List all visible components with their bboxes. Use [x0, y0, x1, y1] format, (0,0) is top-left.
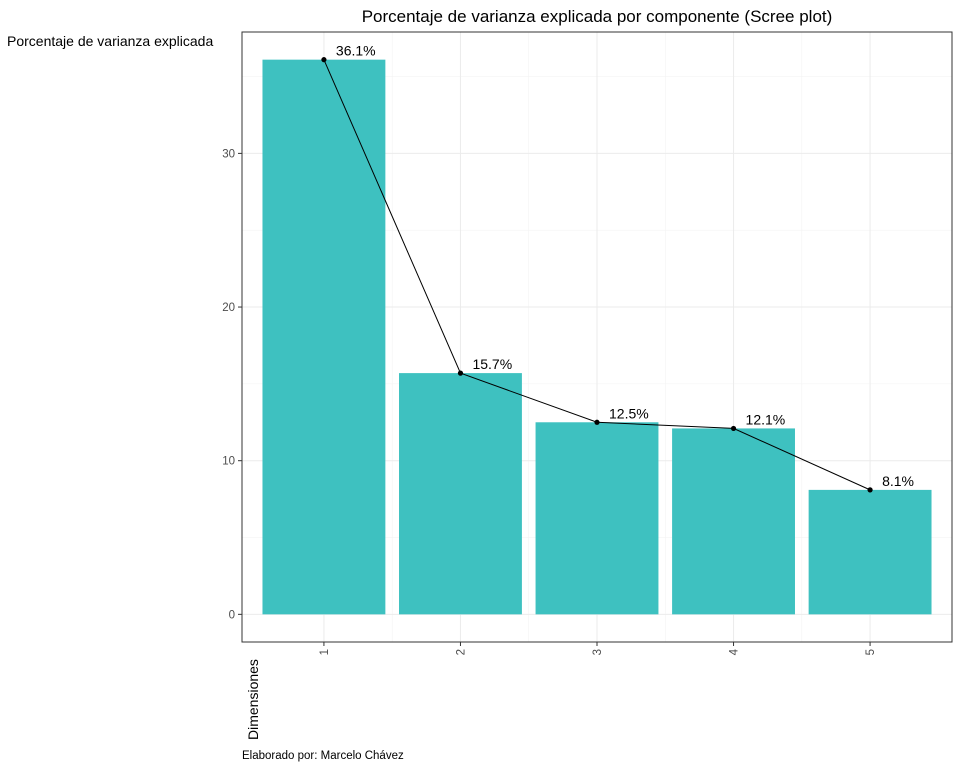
point-4 — [730, 425, 737, 432]
data-label-5: 8.1% — [882, 473, 914, 489]
plot-panel: 36.1% 15.7% 12.5% 12.1% 8.1% 0 10 20 30 1 2 3 4 5 — [222, 31, 953, 655]
bar-3 — [535, 422, 659, 615]
y-tick-label: 20 — [222, 302, 235, 314]
x-tick-label-4: 4 — [729, 648, 741, 655]
y-tick-label: 10 — [222, 456, 235, 468]
bar-2 — [399, 373, 522, 615]
chart-title: Porcentaje de varianza explicada por com… — [362, 7, 833, 26]
y-axis-label: Porcentaje de varianza explicada — [7, 33, 213, 49]
point-5 — [867, 487, 873, 493]
data-label-4: 12.1% — [746, 411, 786, 427]
y-tick-label: 30 — [222, 148, 235, 160]
y-tick-label: 0 — [229, 609, 235, 621]
x-axis-label: Dimensiones — [245, 659, 261, 740]
bar-4 — [672, 428, 795, 615]
point-2 — [457, 370, 464, 376]
bar-5 — [808, 489, 932, 615]
x-tick-label-5: 5 — [865, 649, 877, 655]
chart-caption: Elaborado por: Marcelo Chávez — [242, 750, 404, 762]
x-tick-label-1: 1 — [319, 649, 331, 655]
x-tick-label-2: 2 — [455, 649, 467, 655]
bar-1 — [262, 59, 386, 615]
data-label-1: 36.1% — [336, 43, 376, 59]
point-3 — [594, 419, 600, 425]
point-1 — [321, 57, 327, 63]
data-label-3: 12.5% — [609, 405, 649, 421]
data-label-2: 15.7% — [472, 356, 512, 372]
x-tick-label-3: 3 — [592, 649, 604, 655]
